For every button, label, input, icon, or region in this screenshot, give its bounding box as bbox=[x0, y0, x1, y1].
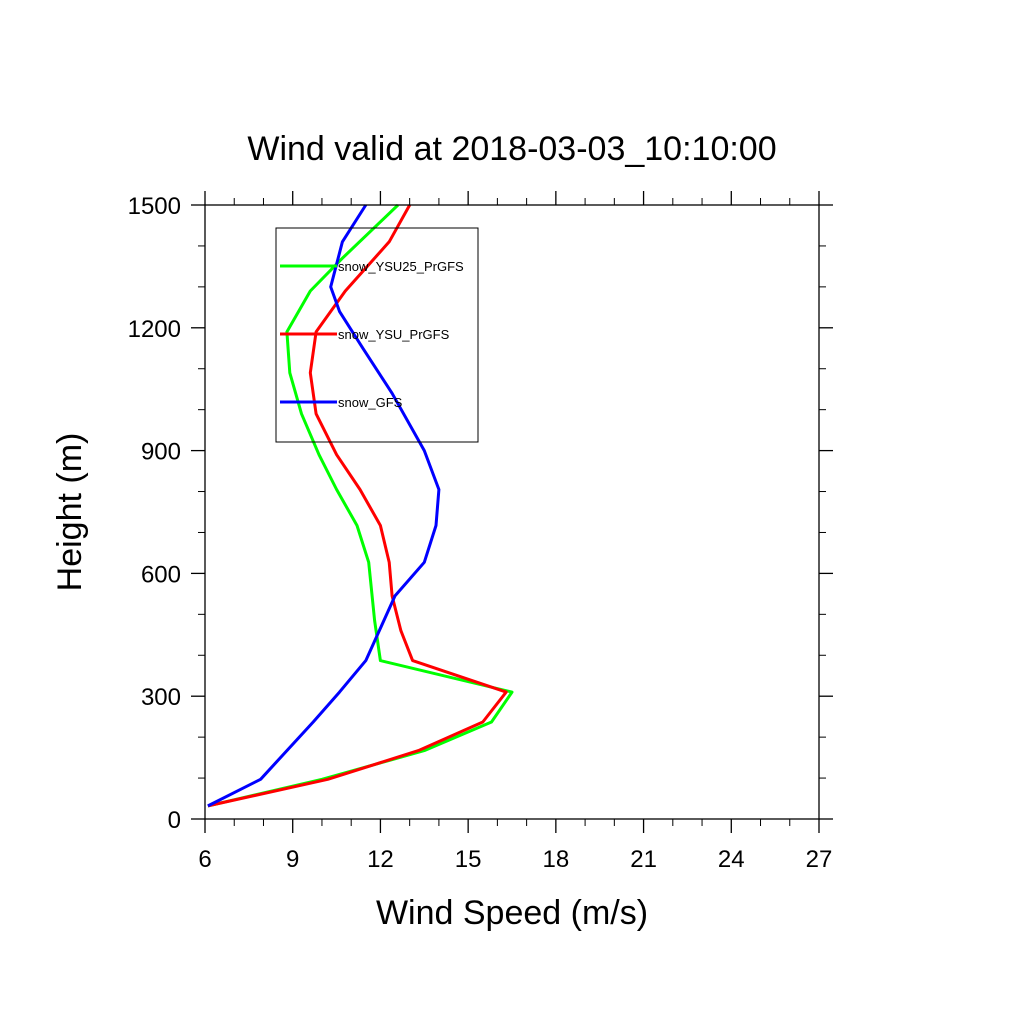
x-tick-label: 9 bbox=[286, 846, 299, 873]
x-tick-label: 24 bbox=[718, 846, 745, 873]
chart-title: Wind valid at 2018-03-03_10:10:00 bbox=[247, 130, 776, 168]
x-tick-label: 6 bbox=[198, 846, 211, 873]
series-line-snow_YSU25_PrGFS bbox=[207, 203, 514, 808]
y-tick-label: 300 bbox=[141, 684, 181, 711]
legend-label: snow_GFS bbox=[338, 395, 403, 410]
legend: snow_YSU25_PrGFS snow_YSU_PrGFS snow_GFS bbox=[275, 227, 479, 443]
axes: 6 9 12 15 18 21 24 27 0 300 600 900 1200 1500 bbox=[128, 191, 833, 873]
x-tick-label: 18 bbox=[543, 846, 570, 873]
x-axis-label: Wind Speed (m/s) bbox=[376, 894, 648, 932]
x-tick-label: 27 bbox=[806, 846, 833, 873]
legend-label: snow_YSU25_PrGFS bbox=[338, 259, 464, 274]
y-tick-label: 0 bbox=[168, 807, 181, 834]
legend-box bbox=[275, 227, 479, 443]
y-tick-label: 600 bbox=[141, 561, 181, 588]
legend-label: snow_YSU_PrGFS bbox=[338, 327, 450, 342]
y-tick-label: 1500 bbox=[128, 193, 181, 220]
plot-area bbox=[207, 203, 514, 808]
x-tick-label: 12 bbox=[367, 846, 394, 873]
series-line-snow_GFS bbox=[207, 204, 441, 808]
y-tick-label: 1200 bbox=[128, 316, 181, 343]
x-tick-label: 21 bbox=[630, 846, 657, 873]
y-axis-label: Height (m) bbox=[51, 433, 89, 592]
x-tick-label: 15 bbox=[455, 846, 482, 873]
plot-frame bbox=[204, 204, 820, 820]
series-line-snow_YSU_PrGFS bbox=[207, 204, 508, 808]
y-tick-label: 900 bbox=[141, 439, 181, 466]
